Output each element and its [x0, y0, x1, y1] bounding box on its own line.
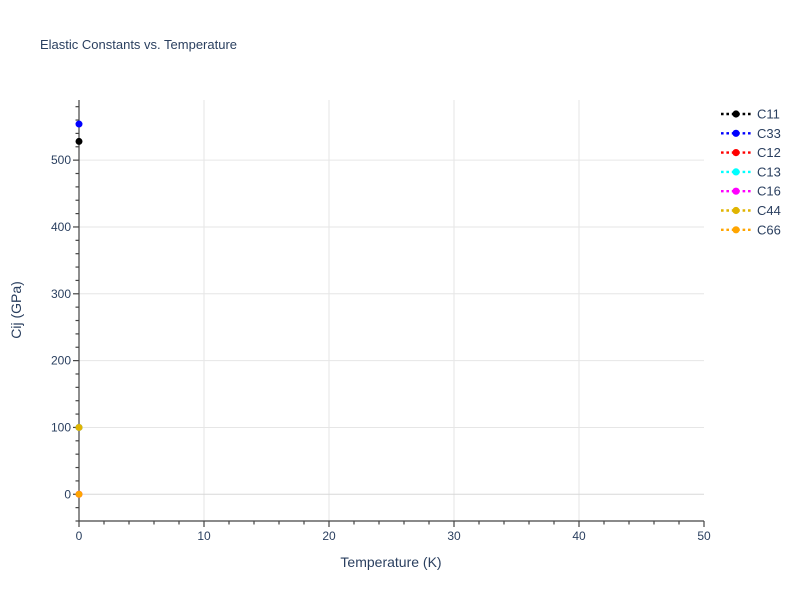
data-point-C66[interactable]	[75, 490, 83, 498]
x-tick-label: 10	[197, 529, 211, 543]
legend-item-C33[interactable]: C33	[721, 126, 781, 141]
y-tick-label: 0	[64, 487, 71, 501]
legend-marker-icon	[732, 187, 740, 195]
data-point-C11[interactable]	[75, 137, 83, 145]
data-point-C33[interactable]	[75, 120, 83, 128]
legend-label: C44	[757, 203, 781, 218]
legend-label: C66	[757, 222, 781, 237]
y-axis-title: Cij (GPa)	[8, 281, 24, 339]
x-tick-label: 30	[447, 529, 461, 543]
y-tick-label: 400	[51, 220, 71, 234]
legend-item-C13[interactable]: C13	[721, 164, 781, 179]
y-tick-label: 300	[51, 287, 71, 301]
legend-marker-icon	[732, 149, 740, 157]
data-point-C44[interactable]	[75, 423, 83, 431]
legend-label: C11	[757, 107, 780, 122]
legend-marker-icon	[732, 168, 740, 176]
legend-label: C33	[757, 126, 781, 141]
legend-item-C44[interactable]: C44	[721, 203, 781, 218]
x-tick-label: 40	[572, 529, 586, 543]
legend-marker-icon	[732, 226, 740, 234]
x-tick-label: 0	[76, 529, 83, 543]
y-tick-label: 100	[51, 420, 71, 434]
legend-marker-icon	[732, 129, 740, 137]
x-tick-label: 50	[697, 529, 711, 543]
legend-item-C12[interactable]: C12	[721, 145, 781, 160]
x-tick-label: 20	[322, 529, 336, 543]
legend-marker-icon	[732, 206, 740, 215]
legend-item-C11[interactable]: C11	[721, 107, 780, 122]
chart-title: Elastic Constants vs. Temperature	[40, 37, 238, 52]
legend-label: C13	[757, 164, 781, 179]
legend-item-C66[interactable]: C66	[721, 222, 781, 237]
legend-item-C16[interactable]: C16	[721, 184, 781, 199]
legend-label: C16	[757, 184, 781, 199]
legend-label: C12	[757, 145, 781, 160]
y-tick-label: 200	[51, 354, 71, 368]
x-axis-title: Temperature (K)	[340, 554, 441, 570]
legend-marker-icon	[732, 110, 740, 118]
y-tick-label: 500	[51, 153, 71, 167]
